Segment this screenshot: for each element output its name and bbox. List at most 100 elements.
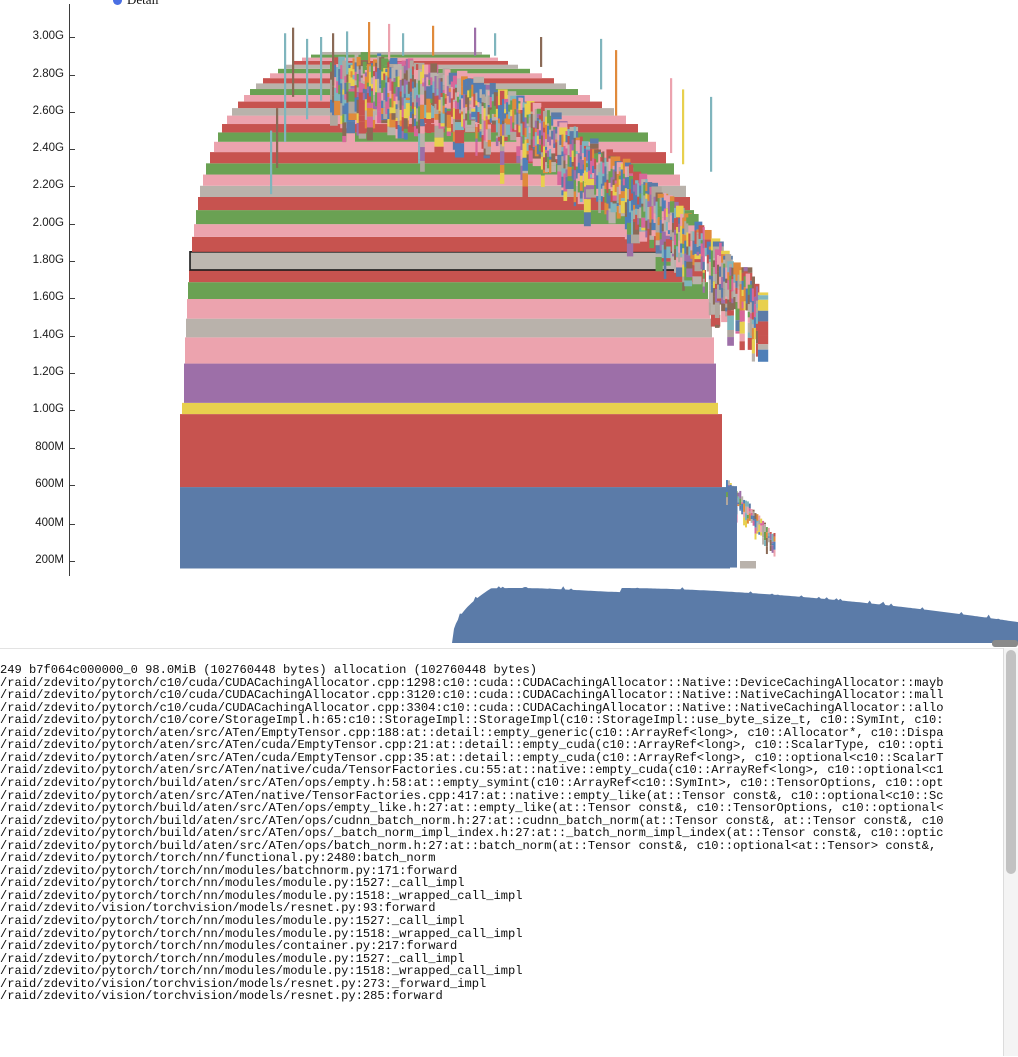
allocation-block[interactable] (755, 330, 759, 344)
allocation-block[interactable] (573, 180, 577, 192)
allocation-block[interactable] (381, 58, 389, 66)
allocation-block[interactable] (292, 27, 295, 97)
allocation-block[interactable] (549, 156, 552, 160)
allocation-block[interactable] (487, 139, 492, 147)
allocation-block[interactable] (755, 307, 759, 313)
allocation-block[interactable] (620, 191, 626, 199)
allocation-block[interactable] (682, 217, 685, 229)
allocation-block[interactable] (635, 214, 639, 223)
allocation-block[interactable] (270, 130, 273, 195)
allocation-block[interactable] (746, 506, 749, 515)
allocation-block[interactable] (547, 150, 550, 157)
allocation-block[interactable] (680, 243, 684, 253)
allocation-block[interactable] (688, 225, 699, 234)
allocation-block[interactable] (659, 197, 664, 207)
allocation-block[interactable] (518, 97, 522, 102)
allocation-block[interactable] (641, 206, 647, 218)
allocation-block[interactable] (726, 487, 728, 493)
allocation-block[interactable] (735, 268, 743, 281)
allocation-block[interactable] (534, 120, 539, 129)
allocation-block[interactable] (522, 143, 528, 158)
allocation-block[interactable] (377, 78, 382, 93)
allocation-block[interactable] (481, 131, 486, 136)
allocation-block[interactable] (726, 497, 728, 505)
allocation-block[interactable] (409, 111, 414, 118)
allocation-block[interactable] (721, 250, 730, 255)
allocation-block[interactable] (549, 136, 552, 146)
allocation-block[interactable] (747, 337, 753, 350)
allocation-detail-pane[interactable]: 249 b7f064c000000_0 98.0MiB (102760448 b… (0, 648, 1018, 1057)
allocation-block[interactable] (748, 508, 751, 512)
allocation-block[interactable] (669, 196, 675, 202)
allocation-block[interactable] (754, 513, 757, 520)
allocation-block[interactable] (757, 299, 769, 311)
allocation-block[interactable] (694, 262, 703, 272)
allocation-block[interactable] (746, 501, 749, 507)
allocation-block[interactable] (416, 121, 419, 126)
allocation-block[interactable] (765, 532, 768, 538)
allocation-block[interactable] (665, 239, 673, 247)
allocation-block[interactable] (767, 532, 770, 537)
allocation-block[interactable] (479, 114, 482, 125)
allocation-block[interactable] (385, 82, 389, 89)
allocation-block[interactable] (739, 321, 745, 334)
allocation-block[interactable] (563, 131, 568, 142)
allocation-block[interactable] (499, 90, 505, 105)
allocation-block[interactable] (495, 117, 499, 120)
allocation-block[interactable] (704, 229, 712, 240)
allocation-block[interactable] (760, 532, 763, 536)
allocation-block[interactable] (727, 310, 734, 316)
allocation-block[interactable] (754, 533, 757, 540)
allocation-block[interactable] (750, 508, 753, 513)
allocation-block[interactable] (769, 539, 772, 546)
allocation-block[interactable] (748, 503, 751, 509)
allocation-block[interactable] (700, 240, 705, 244)
allocation-block[interactable] (756, 520, 759, 523)
allocation-block[interactable] (563, 153, 568, 161)
allocation-block[interactable] (473, 76, 485, 83)
allocation-block[interactable] (342, 105, 347, 115)
allocation-block[interactable] (487, 119, 492, 125)
allocation-block[interactable] (342, 60, 347, 67)
allocation-block[interactable] (645, 203, 648, 209)
allocation-block[interactable] (764, 522, 766, 525)
allocation-block[interactable] (719, 256, 722, 267)
allocation-block[interactable] (397, 61, 403, 64)
allocation-block[interactable] (502, 135, 505, 147)
allocation-block[interactable] (590, 138, 599, 144)
allocation-block[interactable] (771, 543, 774, 546)
allocation-block[interactable] (555, 133, 559, 140)
allocation-block[interactable] (185, 337, 714, 364)
allocation-block[interactable] (495, 135, 499, 139)
allocation-block[interactable] (401, 105, 406, 118)
allocation-block[interactable] (454, 109, 465, 120)
allocation-block[interactable] (463, 94, 466, 108)
allocation-block[interactable] (700, 233, 705, 241)
allocation-block[interactable] (528, 150, 535, 162)
allocation-block[interactable] (194, 224, 698, 237)
allocation-block[interactable] (338, 56, 345, 70)
allocation-block[interactable] (645, 182, 648, 192)
allocation-block[interactable] (700, 243, 705, 257)
allocation-block[interactable] (735, 320, 743, 332)
allocation-block[interactable] (751, 339, 755, 354)
allocation-block[interactable] (729, 289, 732, 303)
allocation-block[interactable] (678, 252, 681, 260)
allocation-block[interactable] (547, 164, 550, 169)
allocation-block[interactable] (663, 193, 667, 201)
allocation-block[interactable] (758, 532, 761, 535)
allocation-block[interactable] (358, 92, 367, 104)
allocation-block[interactable] (758, 524, 761, 533)
allocation-block[interactable] (348, 113, 358, 121)
allocation-block[interactable] (467, 110, 472, 125)
allocation-block[interactable] (540, 156, 545, 170)
allocation-block[interactable] (727, 315, 734, 330)
allocation-block[interactable] (714, 305, 720, 319)
allocation-block[interactable] (430, 63, 438, 73)
allocation-block[interactable] (678, 259, 681, 263)
allocation-block[interactable] (362, 88, 367, 94)
allocation-block[interactable] (757, 295, 769, 300)
allocation-block[interactable] (416, 95, 419, 103)
allocation-block[interactable] (741, 496, 744, 503)
allocation-block[interactable] (475, 142, 478, 156)
